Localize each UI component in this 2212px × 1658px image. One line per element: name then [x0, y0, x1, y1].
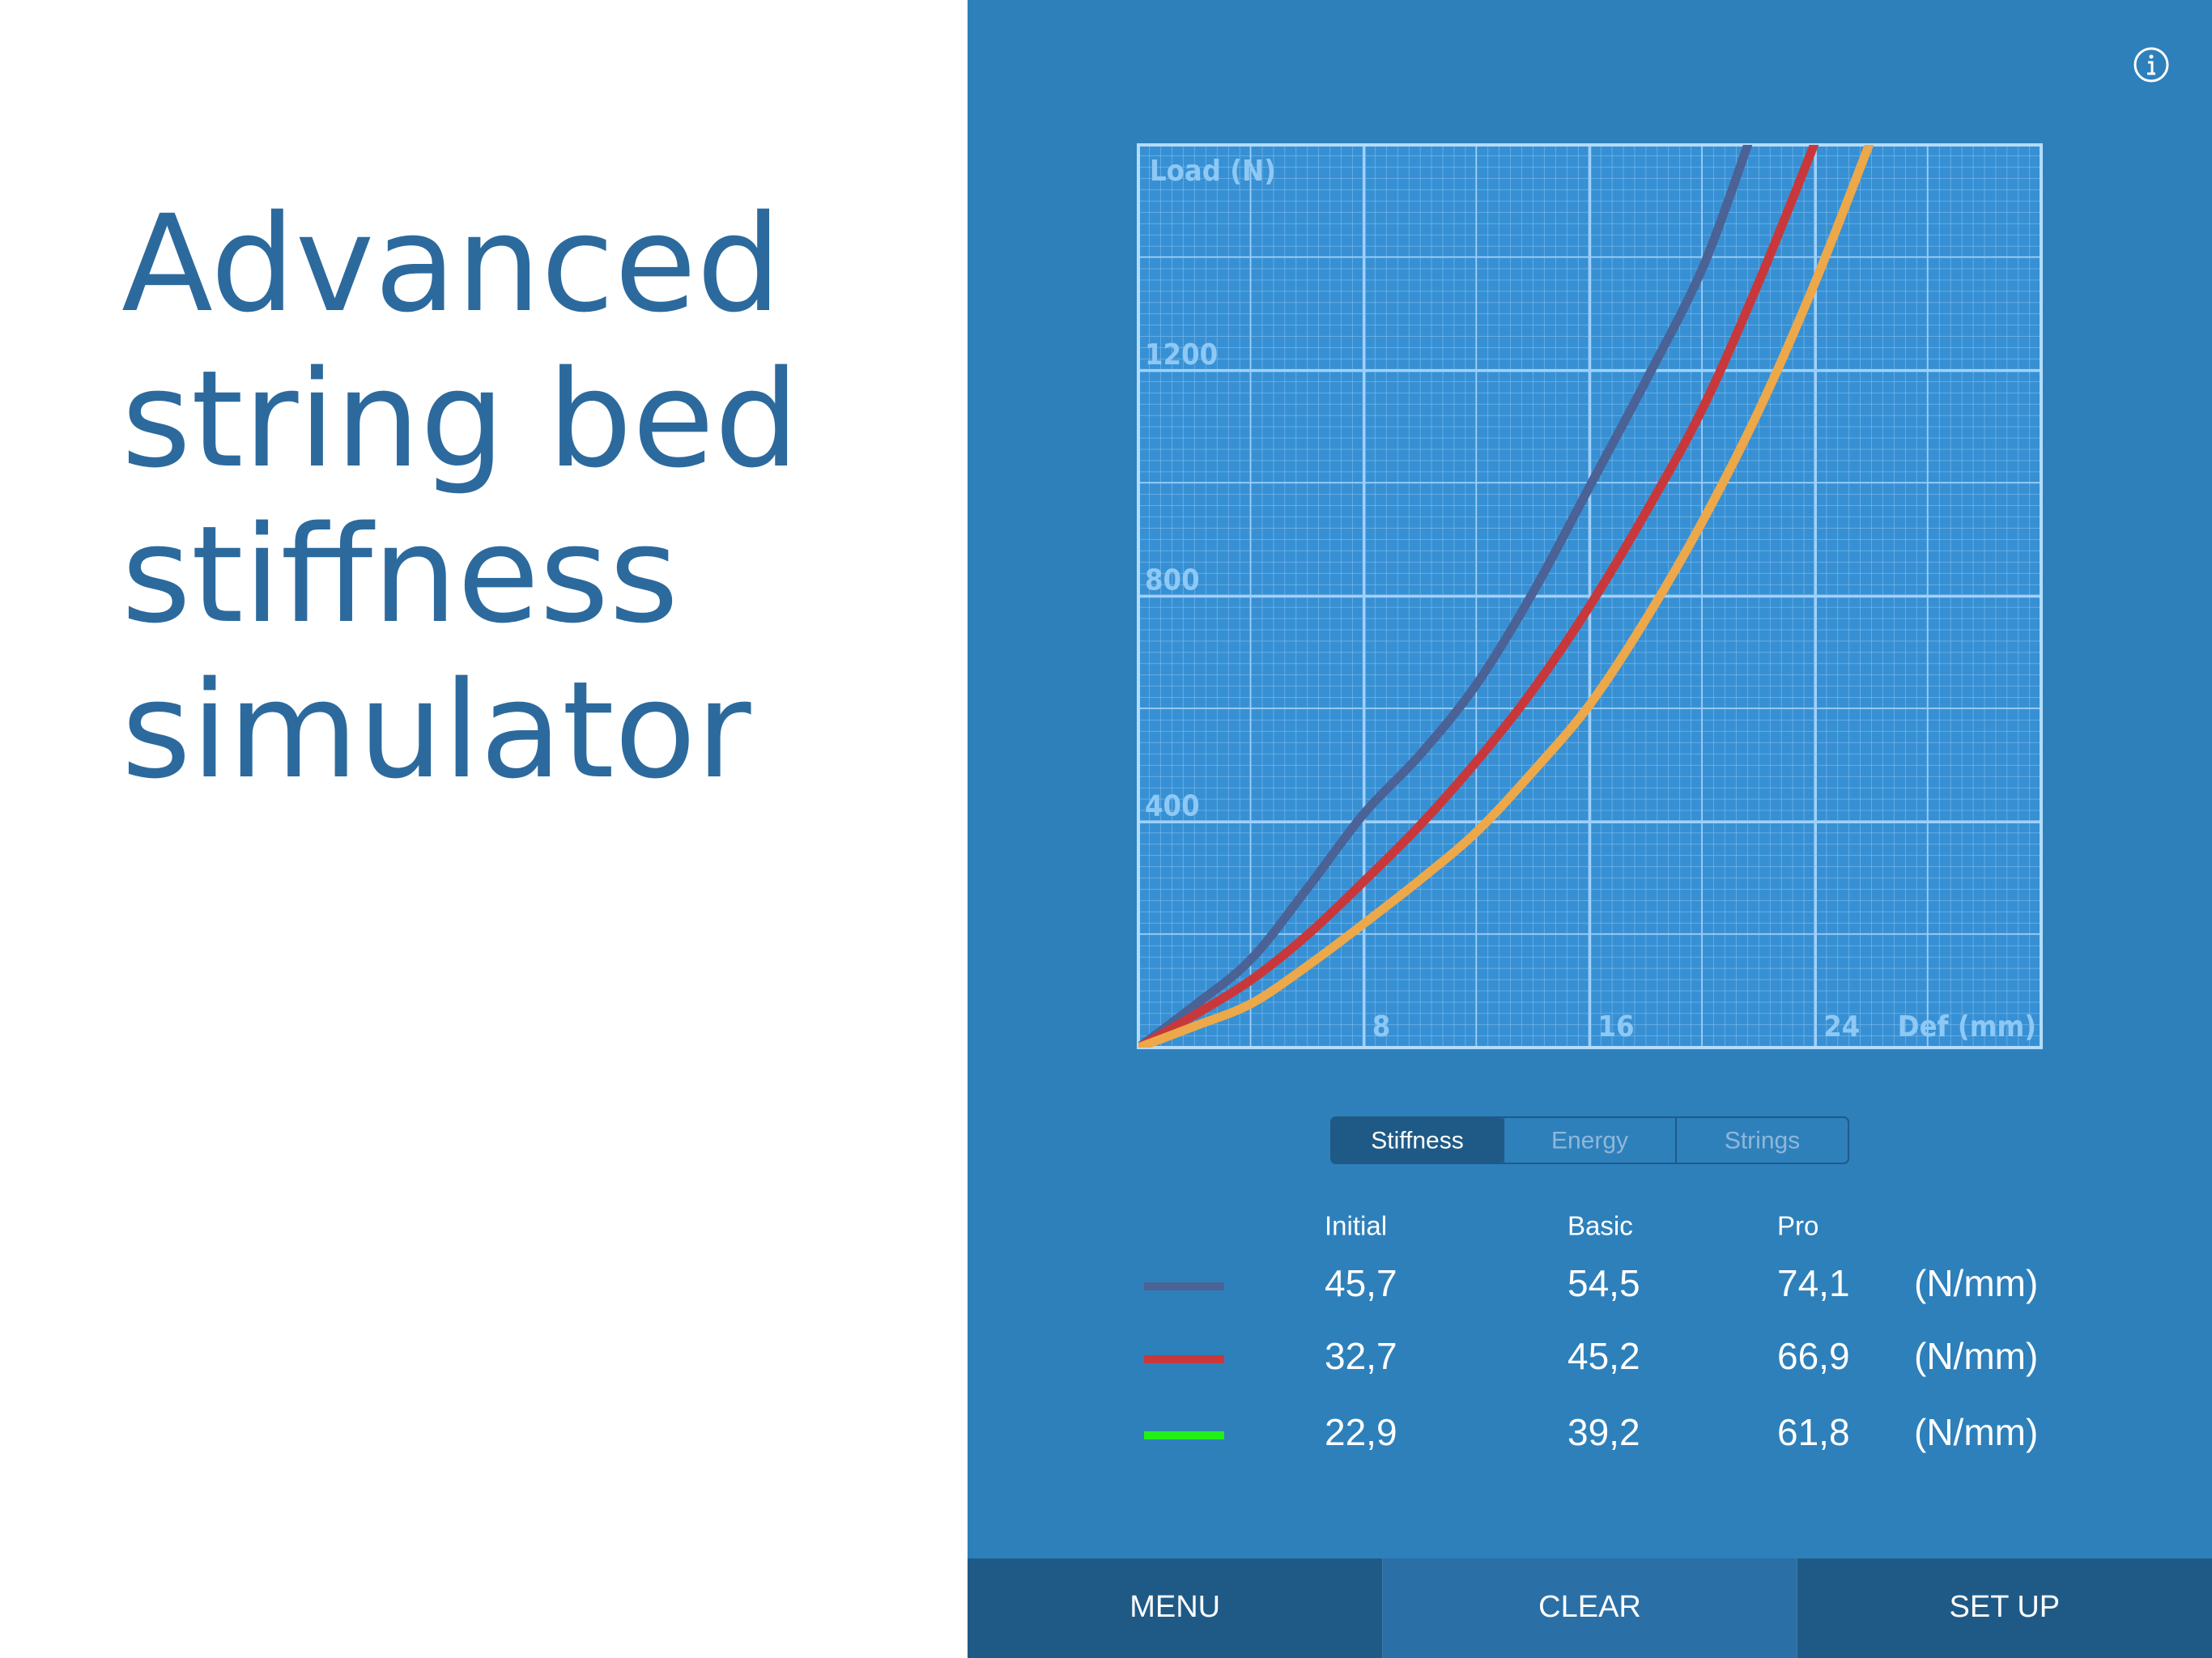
- toolbar-button-bg: [1797, 1558, 2212, 1658]
- table-value: 74,1: [1777, 1262, 1850, 1304]
- plot: 8 16 24 400 800 1200 Load (N) Def (mm): [1137, 143, 2043, 1049]
- legend-swatch: [1144, 1355, 1224, 1363]
- grid: [1138, 145, 2041, 1048]
- y-tick-label: 800: [1145, 564, 1200, 597]
- column-header: Initial: [1325, 1211, 1387, 1241]
- x-tick-label: 8: [1372, 1010, 1391, 1044]
- headline-line: string bed: [121, 342, 799, 497]
- curves: [1138, 145, 1874, 1048]
- toolbar-button[interactable]: MENU: [1129, 1590, 1220, 1624]
- x-axis-title: Def (mm): [1898, 1010, 2036, 1044]
- table-value: 22,9: [1325, 1411, 1397, 1453]
- y-tick-label: 400: [1145, 789, 1200, 823]
- x-tick-label: 16: [1598, 1010, 1635, 1044]
- table-value: 61,8: [1777, 1411, 1850, 1453]
- toolbar: MENU CLEAR SET UP: [968, 1558, 2212, 1658]
- stiffness-curve: [1138, 145, 1874, 1048]
- stiffness-curve: [1138, 145, 1753, 1048]
- tab[interactable]: Energy: [1551, 1127, 1628, 1154]
- table-unit: (N/mm): [1914, 1335, 2038, 1377]
- table-unit: (N/mm): [1914, 1411, 2038, 1453]
- table-value: 39,2: [1568, 1411, 1640, 1453]
- tab[interactable]: Strings: [1725, 1127, 1800, 1154]
- column-header: Pro: [1777, 1211, 1819, 1241]
- column-header: Basic: [1568, 1211, 1633, 1241]
- tab[interactable]: Stiffness: [1371, 1127, 1464, 1154]
- info-button[interactable]: [2133, 47, 2169, 83]
- plot-border: [1137, 143, 2043, 1049]
- segmented-control: Stiffness Energy Strings: [1330, 1116, 1849, 1164]
- y-tick-label: 1200: [1145, 338, 1218, 372]
- toolbar-button[interactable]: SET UP: [1950, 1590, 2061, 1624]
- stiffness-table: Initial Basic Pro 45,7 54,5 74,1 (N/mm) 32,7 45,…: [1144, 1211, 2038, 1453]
- table-value: 45,7: [1325, 1262, 1397, 1304]
- toolbar-button-bg: [1382, 1558, 1797, 1658]
- toolbar-button[interactable]: CLEAR: [1538, 1590, 1641, 1624]
- legend-swatch: [1144, 1282, 1224, 1290]
- table-value: 66,9: [1777, 1335, 1850, 1377]
- table-value: 54,5: [1568, 1262, 1640, 1304]
- tab-selected: [1331, 1117, 1504, 1163]
- x-tick-label: 24: [1823, 1010, 1860, 1044]
- headline-line: Advanced: [121, 186, 781, 342]
- y-axis-title: Load (N): [1150, 155, 1276, 188]
- axis-labels: 8 16 24 400 800 1200 Load (N) Def (mm): [1145, 155, 2036, 1044]
- headline-line: stiffness: [121, 497, 678, 653]
- left-panel: [0, 0, 968, 1658]
- stiffness-curve: [1138, 145, 1819, 1048]
- legend-swatch: [1144, 1431, 1224, 1439]
- table-value: 32,7: [1325, 1335, 1397, 1377]
- table-value: 45,2: [1568, 1335, 1640, 1377]
- headline-line: simulator: [121, 653, 751, 808]
- toolbar-button-bg: [968, 1558, 1383, 1658]
- table-unit: (N/mm): [1914, 1262, 2038, 1304]
